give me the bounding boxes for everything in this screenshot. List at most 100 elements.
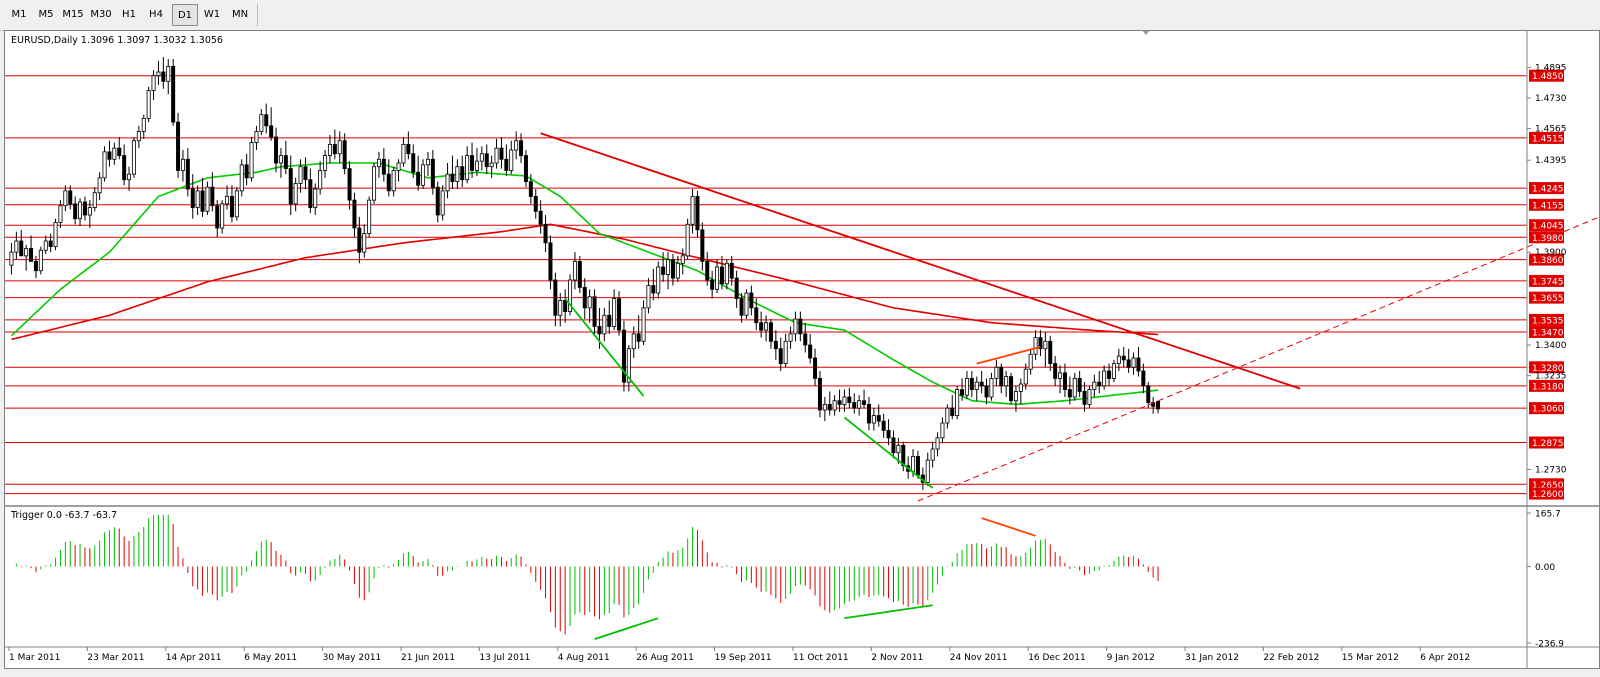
price-chart[interactable]: 1.4850 1.4515 1.4245 1.4155 1.4045 1.3980 1.38… bbox=[5, 31, 1599, 668]
candle[interactable] bbox=[1072, 372, 1077, 401]
dashed-trend-line[interactable] bbox=[917, 215, 1599, 502]
candle[interactable] bbox=[283, 140, 288, 175]
candle[interactable] bbox=[1013, 385, 1018, 412]
candle[interactable] bbox=[680, 248, 685, 275]
candle[interactable] bbox=[342, 133, 347, 175]
candle[interactable] bbox=[764, 315, 769, 342]
candle[interactable] bbox=[1121, 346, 1126, 368]
candle[interactable] bbox=[813, 348, 818, 386]
candle[interactable] bbox=[117, 137, 122, 160]
candle[interactable] bbox=[259, 109, 264, 136]
candle[interactable] bbox=[739, 293, 744, 323]
candle[interactable] bbox=[29, 235, 34, 262]
candle[interactable] bbox=[38, 246, 43, 275]
candle[interactable] bbox=[504, 144, 509, 176]
candle[interactable] bbox=[641, 300, 646, 345]
candle[interactable] bbox=[626, 345, 631, 392]
candle[interactable] bbox=[602, 307, 607, 342]
candle[interactable] bbox=[288, 155, 293, 215]
candle[interactable] bbox=[558, 293, 563, 327]
candle[interactable] bbox=[915, 450, 920, 479]
candle[interactable] bbox=[651, 268, 656, 301]
candle[interactable] bbox=[827, 391, 832, 416]
candle[interactable] bbox=[984, 378, 989, 405]
candle[interactable] bbox=[225, 185, 230, 210]
candle[interactable] bbox=[156, 60, 161, 85]
candle[interactable] bbox=[1082, 382, 1087, 412]
candle[interactable] bbox=[494, 138, 499, 169]
candle[interactable] bbox=[465, 146, 470, 184]
trend-line[interactable] bbox=[564, 298, 645, 397]
candle[interactable] bbox=[572, 252, 577, 290]
timeframe-button-m15[interactable]: M15 bbox=[62, 9, 84, 20]
candle[interactable] bbox=[381, 148, 386, 182]
timeframe-button-h4[interactable]: H4 bbox=[149, 9, 163, 20]
candle[interactable] bbox=[607, 300, 612, 334]
candle[interactable] bbox=[450, 155, 455, 189]
trend-line[interactable] bbox=[843, 416, 934, 489]
candle[interactable] bbox=[670, 254, 675, 286]
candle[interactable] bbox=[964, 371, 969, 399]
candle[interactable] bbox=[548, 235, 553, 290]
candle[interactable] bbox=[215, 200, 220, 238]
timeframe-button-d1[interactable]: D1 bbox=[172, 4, 198, 26]
candle[interactable] bbox=[847, 387, 852, 409]
candle[interactable] bbox=[871, 408, 876, 431]
candle[interactable] bbox=[327, 135, 332, 163]
candle[interactable] bbox=[543, 215, 548, 253]
candle[interactable] bbox=[759, 311, 764, 338]
candle[interactable] bbox=[146, 86, 151, 123]
candle[interactable] bbox=[1004, 371, 1009, 397]
candle[interactable] bbox=[185, 148, 190, 197]
candle[interactable] bbox=[48, 233, 53, 253]
candle[interactable] bbox=[421, 159, 426, 189]
candle[interactable] bbox=[308, 168, 313, 214]
candle[interactable] bbox=[715, 259, 720, 293]
candle[interactable] bbox=[866, 397, 871, 431]
chart-window[interactable]: 1.4850 1.4515 1.4245 1.4155 1.4045 1.3980 1.38… bbox=[4, 30, 1600, 669]
candle[interactable] bbox=[1136, 346, 1141, 377]
candle[interactable] bbox=[768, 319, 773, 349]
candle[interactable] bbox=[612, 289, 617, 331]
candle[interactable] bbox=[955, 385, 960, 420]
candle[interactable] bbox=[773, 330, 778, 360]
candle[interactable] bbox=[808, 333, 813, 364]
candle[interactable] bbox=[127, 166, 132, 191]
candle[interactable] bbox=[176, 112, 181, 178]
candle[interactable] bbox=[337, 131, 342, 163]
candle[interactable] bbox=[783, 333, 788, 368]
candle[interactable] bbox=[102, 146, 107, 182]
candle[interactable] bbox=[220, 200, 225, 234]
candle[interactable] bbox=[249, 137, 254, 182]
candle[interactable] bbox=[857, 395, 862, 416]
candle[interactable] bbox=[195, 185, 200, 215]
candle[interactable] bbox=[901, 441, 906, 472]
candle[interactable] bbox=[166, 59, 171, 95]
candle[interactable] bbox=[974, 376, 979, 401]
candle[interactable] bbox=[234, 187, 239, 221]
candle[interactable] bbox=[386, 159, 391, 197]
candle[interactable] bbox=[837, 389, 842, 412]
candle[interactable] bbox=[568, 274, 573, 316]
candle[interactable] bbox=[318, 161, 323, 195]
candle[interactable] bbox=[303, 157, 308, 189]
candle[interactable] bbox=[141, 114, 146, 139]
candle[interactable] bbox=[582, 278, 587, 319]
candle[interactable] bbox=[710, 270, 715, 299]
candle[interactable] bbox=[509, 140, 514, 175]
candle[interactable] bbox=[1053, 356, 1058, 386]
candle[interactable] bbox=[347, 161, 352, 210]
candle[interactable] bbox=[470, 142, 475, 178]
candle[interactable] bbox=[1141, 363, 1146, 394]
candle[interactable] bbox=[1062, 363, 1067, 397]
candle[interactable] bbox=[891, 430, 896, 459]
candle[interactable] bbox=[989, 372, 994, 401]
indicator-divergence-line[interactable] bbox=[594, 617, 659, 641]
candle[interactable] bbox=[87, 200, 92, 228]
candle[interactable] bbox=[960, 378, 965, 401]
candle[interactable] bbox=[391, 166, 396, 197]
timeframe-button-mn[interactable]: MN bbox=[231, 9, 249, 20]
candle[interactable] bbox=[514, 131, 519, 160]
candle[interactable] bbox=[73, 196, 78, 225]
candle[interactable] bbox=[244, 153, 249, 186]
